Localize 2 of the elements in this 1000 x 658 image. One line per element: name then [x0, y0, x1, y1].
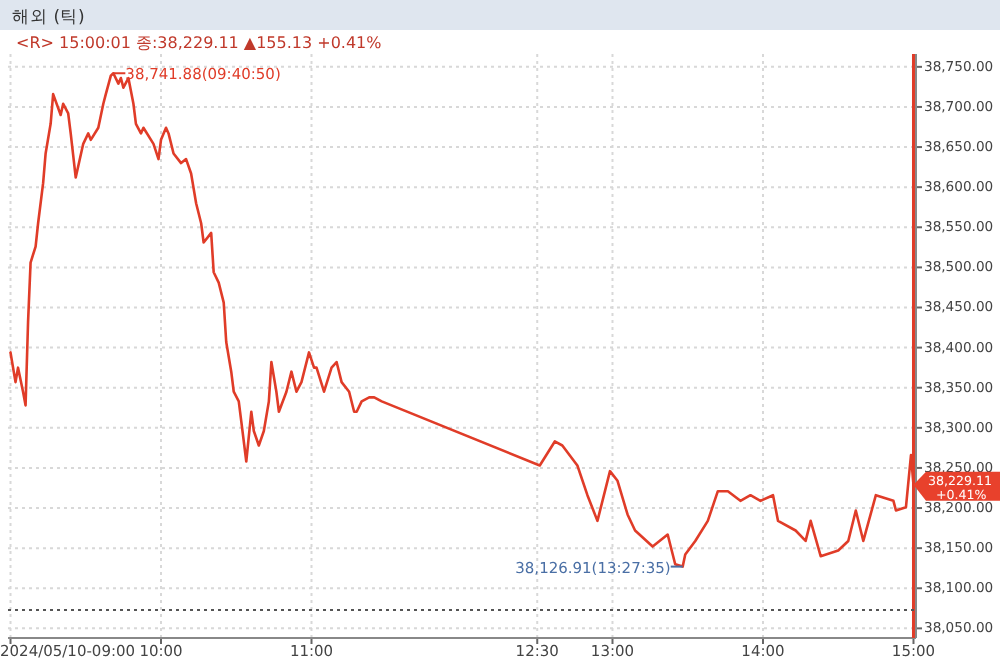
chart-subtitle: <R> 15:00:01 종:38,229.11 ▲155.13 +0.41% — [16, 34, 383, 52]
chart-title: 해외 (틱) — [12, 8, 85, 28]
